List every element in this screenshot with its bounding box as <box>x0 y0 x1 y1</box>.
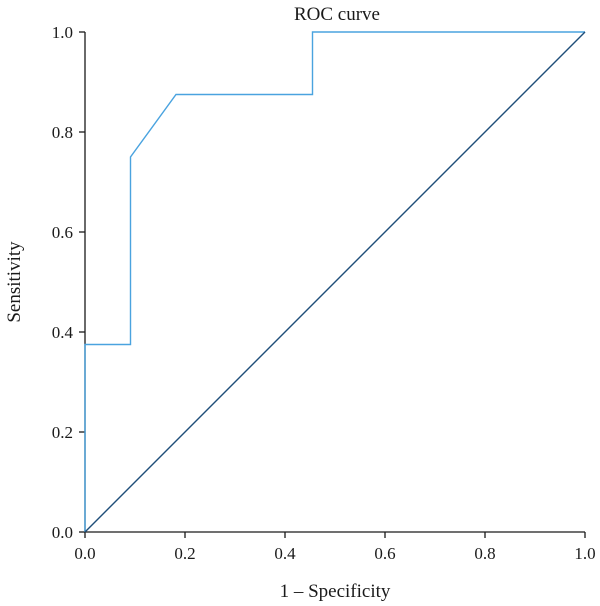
chart-title: ROC curve <box>294 4 380 25</box>
series <box>84 31 586 533</box>
roc-curve-line <box>84 31 585 532</box>
x-tick-label: 0.0 <box>74 544 95 563</box>
x-axis-title: 1 – Specificity <box>280 581 391 602</box>
y-tick-label: 0.6 <box>52 223 73 242</box>
x-tick-label: 1.0 <box>574 544 595 563</box>
y-tick-label: 1.0 <box>52 23 73 42</box>
x-tick-label: 0.2 <box>174 544 195 563</box>
x-tick-label: 0.8 <box>474 544 495 563</box>
x-tick-label: 0.6 <box>374 544 395 563</box>
y-axis-title: Sensitivity <box>4 241 25 323</box>
x-tick-label: 0.4 <box>274 544 296 563</box>
y-tick-label: 0.4 <box>52 323 74 342</box>
y-tick-label: 0.8 <box>52 123 73 142</box>
ticks: 0.0 0.2 0.4 0.6 0.8 1.0 0.0 0.2 0.4 0.6 0.8 1.0 <box>52 23 596 563</box>
y-tick-label: 0.2 <box>52 423 73 442</box>
reference-diagonal-line <box>84 31 586 533</box>
y-tick-label: 0.0 <box>52 523 73 542</box>
